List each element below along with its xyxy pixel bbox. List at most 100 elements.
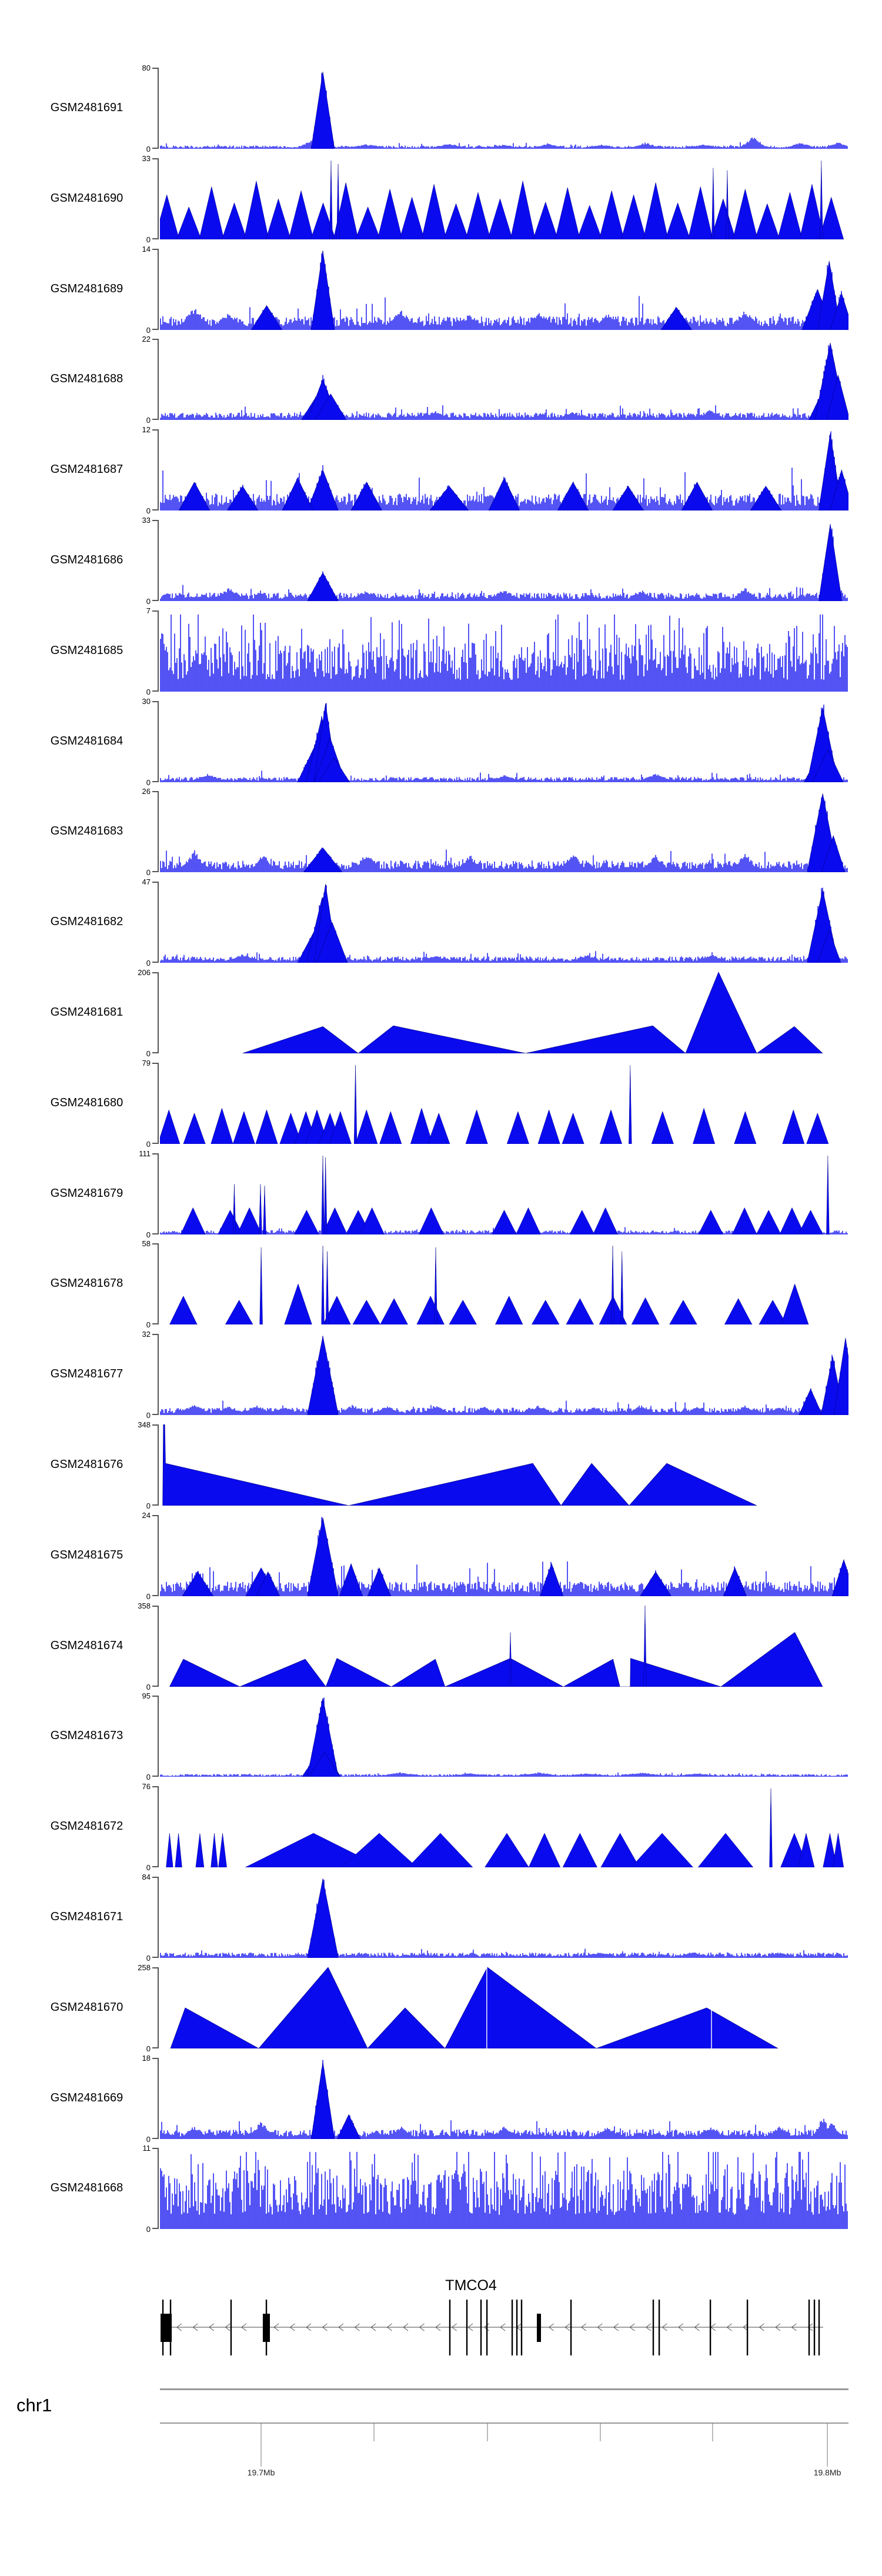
chromosome-label: chr1	[16, 2395, 52, 2415]
yaxis-zero-tick	[152, 2228, 158, 2230]
genome-axis-track	[160, 2422, 848, 2467]
signal-track-GSM2481686: GSM2481686 33 0	[0, 516, 882, 606]
yaxis-max-label: 12	[142, 425, 151, 435]
yaxis-zero-label: 0	[146, 1320, 151, 1330]
yaxis-top-tick	[152, 1967, 158, 1968]
yaxis-zero-tick	[152, 1233, 158, 1234]
yaxis-top-tick	[152, 1424, 158, 1426]
yaxis-line	[158, 972, 159, 1053]
yaxis-zero-label: 0	[146, 868, 151, 877]
signal-track-GSM2481679: GSM2481679 111 0	[0, 1149, 882, 1239]
track-label: GSM2481670	[50, 2000, 123, 2014]
yaxis-zero-label: 0	[146, 2134, 151, 2144]
yaxis-max-label: 79	[142, 1058, 151, 1067]
yaxis-zero-tick	[152, 600, 158, 601]
yaxis-zero-label: 0	[146, 687, 151, 696]
track-label: GSM2481671	[50, 1910, 123, 1923]
yaxis-zero-label: 0	[146, 2225, 151, 2234]
signal-plot	[160, 703, 848, 782]
yaxis-line	[158, 248, 159, 330]
yaxis-line	[158, 1696, 159, 1777]
signal-plot	[160, 2060, 848, 2139]
yaxis-zero-label: 0	[146, 416, 151, 425]
signal-plot	[162, 1424, 757, 1506]
yaxis-zero-tick	[152, 1142, 158, 1144]
yaxis-zero-label: 0	[146, 235, 151, 244]
yaxis-line	[158, 791, 159, 873]
yaxis-top-tick	[152, 700, 158, 702]
yaxis-zero-label: 0	[146, 1863, 151, 1873]
signal-plot	[160, 251, 848, 330]
yaxis-top-tick	[152, 339, 158, 341]
yaxis-line	[158, 1877, 159, 1958]
yaxis-line	[158, 158, 159, 239]
yaxis-max-label: 206	[138, 968, 151, 977]
yaxis-top-tick	[152, 2148, 158, 2150]
signal-track-GSM2481674: GSM2481674 358 0	[0, 1601, 882, 1691]
yaxis-top-tick	[152, 1062, 158, 1064]
yaxis-line	[158, 700, 159, 782]
yaxis-top-tick	[152, 1334, 158, 1336]
yaxis-line	[158, 1153, 159, 1234]
signal-track-GSM2481668: GSM2481668 11 0	[0, 2144, 882, 2234]
yaxis-zero-label: 0	[146, 778, 151, 787]
yaxis-max-label: 348	[138, 1420, 151, 1429]
yaxis-zero-tick	[152, 238, 158, 239]
signal-plot	[166, 1788, 844, 1868]
signal-track-GSM2481687: GSM2481687 12 0	[0, 425, 882, 515]
signal-plot	[160, 1878, 848, 1958]
track-label: GSM2481680	[50, 1096, 123, 1109]
track-label: GSM2481668	[50, 2181, 123, 2195]
yaxis-zero-label: 0	[146, 1049, 151, 1058]
track-label: GSM2481691	[50, 101, 123, 114]
yaxis-max-label: 111	[139, 1149, 151, 1158]
track-label: GSM2481681	[50, 1006, 123, 1019]
yaxis-zero-tick	[152, 2047, 158, 2048]
yaxis-zero-tick	[152, 871, 158, 873]
yaxis-zero-label: 0	[146, 2044, 151, 2053]
yaxis-zero-tick	[152, 1052, 158, 1053]
yaxis-max-label: 47	[142, 877, 151, 887]
yaxis-line	[158, 429, 159, 511]
yaxis-zero-label: 0	[146, 325, 151, 335]
signal-plot	[160, 71, 848, 149]
yaxis-zero-tick	[152, 1504, 158, 1506]
yaxis-top-tick	[152, 610, 158, 612]
gene-model-track	[161, 2300, 824, 2355]
yaxis-max-label: 358	[138, 1601, 151, 1610]
signal-track-GSM2481680: GSM2481680 79 0	[0, 1059, 882, 1149]
yaxis-zero-label: 0	[146, 959, 151, 968]
signal-track-GSM2481676: GSM2481676 348 0	[0, 1420, 882, 1510]
yaxis-top-tick	[152, 1243, 158, 1245]
yaxis-top-tick	[152, 882, 158, 883]
yaxis-max-label: 84	[142, 1873, 151, 1881]
yaxis-max-label: 258	[138, 1963, 151, 1972]
gene-name-label: TMCO4	[445, 2277, 497, 2294]
track-label: GSM2481673	[50, 1729, 123, 1743]
yaxis-zero-tick	[152, 419, 158, 421]
yaxis-zero-tick	[152, 1685, 158, 1687]
yaxis-zero-label: 0	[146, 506, 151, 516]
yaxis-max-label: 95	[142, 1691, 151, 1701]
yaxis-top-tick	[152, 2057, 158, 2059]
yaxis-line	[158, 1605, 159, 1687]
track-label: GSM2481682	[50, 915, 123, 929]
track-label: GSM2481686	[50, 553, 123, 566]
signal-plot	[169, 1246, 809, 1325]
yaxis-zero-label: 0	[146, 1773, 151, 1782]
signal-plot	[169, 1605, 823, 1687]
signal-plot	[160, 884, 848, 963]
track-label: GSM2481675	[50, 1548, 123, 1561]
signal-track-GSM2481677: GSM2481677 32 0	[0, 1330, 882, 1420]
yaxis-max-label: 76	[142, 1782, 151, 1791]
yaxis-top-tick	[152, 1877, 158, 1878]
yaxis-zero-tick	[152, 509, 158, 511]
yaxis-top-tick	[152, 1514, 158, 1516]
yaxis-max-label: 24	[142, 1510, 151, 1520]
yaxis-zero-tick	[152, 328, 158, 330]
signal-track-GSM2481689: GSM2481689 14 0	[0, 245, 882, 335]
yaxis-top-tick	[152, 1605, 158, 1607]
yaxis-zero-label: 0	[146, 1682, 151, 1691]
signal-track-GSM2481681: GSM2481681 206 0	[0, 968, 882, 1058]
